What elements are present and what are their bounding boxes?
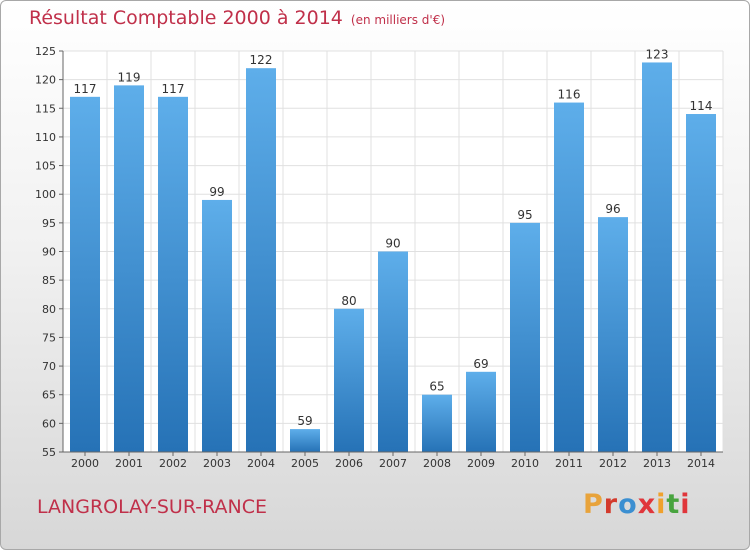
value-label-2013: 123 [646, 47, 669, 61]
bar-2012 [598, 217, 628, 452]
proxiti-logo: Proxiti [583, 489, 691, 520]
x-tick-label-2010: 2010 [511, 457, 539, 470]
y-tick-label: 100 [35, 188, 56, 201]
x-tick-label-2001: 2001 [115, 457, 143, 470]
bar-2013 [642, 62, 672, 452]
value-label-2014: 114 [690, 99, 713, 113]
y-tick-label: 105 [35, 160, 56, 173]
y-tick-label: 90 [42, 246, 56, 259]
chart-title-text: Résultat Comptable 2000 à 2014 [29, 7, 343, 29]
bar-2006 [334, 308, 364, 452]
x-tick-label-2005: 2005 [291, 457, 319, 470]
y-tick-label: 85 [42, 274, 56, 287]
chart-subtitle: (en milliers d'€) [350, 13, 446, 27]
x-tick-label-2009: 2009 [467, 457, 495, 470]
value-label-2005: 59 [297, 414, 312, 428]
x-tick-label-2011: 2011 [555, 457, 583, 470]
bar-2010 [510, 222, 540, 452]
value-label-2004: 122 [250, 53, 273, 67]
y-tick-label: 120 [35, 74, 56, 87]
logo-letter: i [680, 489, 691, 520]
y-tick-label: 95 [42, 217, 56, 230]
x-tick-label-2012: 2012 [599, 457, 627, 470]
x-tick-label-2013: 2013 [643, 457, 671, 470]
logo-letter: o [618, 489, 638, 520]
y-tick-label: 65 [42, 389, 56, 402]
y-tick-label: 125 [35, 45, 56, 58]
y-tick-label: 75 [42, 331, 56, 344]
logo-letter: t [666, 489, 681, 520]
y-tick-label: 70 [42, 360, 56, 373]
x-tick-label-2006: 2006 [335, 457, 363, 470]
place-name: LANGROLAY-SUR-RANCE [37, 496, 268, 518]
logo-letter: P [583, 489, 604, 520]
x-tick-label-2004: 2004 [247, 457, 275, 470]
logo-letter: x [637, 489, 657, 520]
bar-2001 [114, 85, 144, 452]
y-tick-label: 115 [35, 102, 56, 115]
value-label-2011: 116 [558, 88, 581, 102]
value-label-2009: 69 [473, 357, 488, 371]
logo-letter: r [603, 489, 619, 520]
x-tick-label-2000: 2000 [71, 457, 99, 470]
bar-2008 [422, 394, 452, 452]
value-label-2000: 117 [74, 82, 97, 96]
value-label-2010: 95 [517, 208, 532, 222]
bar-2003 [202, 199, 232, 452]
bar-2007 [378, 251, 408, 452]
bar-2005 [290, 429, 320, 452]
bar-2011 [554, 102, 584, 453]
y-tick-label: 110 [35, 131, 56, 144]
x-tick-label-2014: 2014 [687, 457, 715, 470]
axes: 55 60 65 70 75 80 85 90 95 100 105 110 115 120 125 2000… [35, 45, 723, 470]
chart-title: Résultat Comptable 2000 à 2014 (en millie… [29, 7, 445, 29]
value-label-2001: 119 [118, 70, 141, 84]
bars [70, 62, 716, 453]
y-tick-label: 80 [42, 303, 56, 316]
x-tick-label-2007: 2007 [379, 457, 407, 470]
value-label-2002: 117 [162, 82, 185, 96]
value-labels: 117 119 117 99 122 59 80 90 65 69 95 116 96 123 114 [74, 47, 713, 428]
value-label-2006: 80 [341, 294, 356, 308]
bar-2000 [70, 96, 100, 452]
value-label-2003: 99 [209, 185, 224, 199]
x-tick-label-2003: 2003 [203, 457, 231, 470]
bar-2009 [466, 371, 496, 452]
value-label-2012: 96 [605, 202, 620, 216]
y-tick-label: 55 [42, 446, 56, 459]
x-tick-label-2008: 2008 [423, 457, 451, 470]
value-label-2008: 65 [429, 380, 444, 394]
logo-letter: i [656, 489, 667, 520]
bar-2004 [246, 68, 276, 452]
value-label-2007: 90 [385, 237, 400, 251]
bar-2002 [158, 96, 188, 452]
bar-2014 [686, 114, 716, 452]
x-tick-label-2002: 2002 [159, 457, 187, 470]
y-tick-label: 60 [42, 417, 56, 430]
